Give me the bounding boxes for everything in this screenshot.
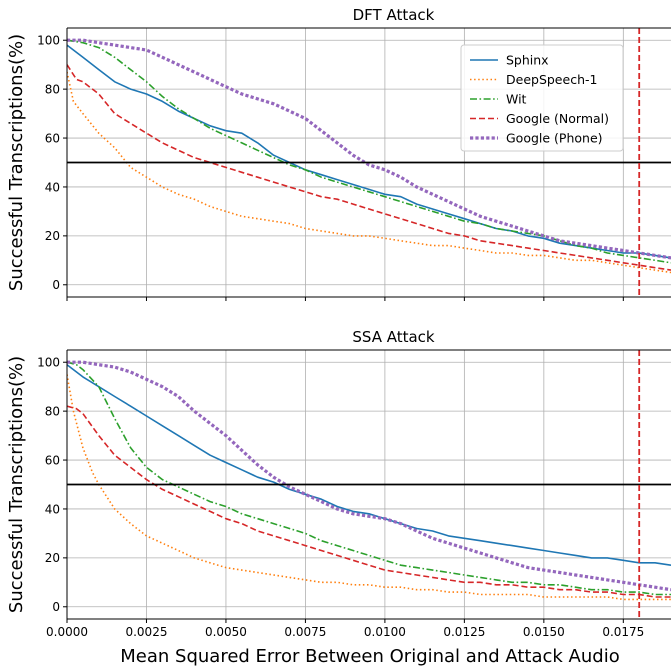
panel-ssa: 0.0000 0.0025 0.0050 0.0075 0.0100 0.0125 0.01… <box>6 328 671 667</box>
y-tick-label: 20 <box>45 229 60 243</box>
panel-dft: 0 20 40 60 80 100 DFT Attack Successful Transcr… <box>6 6 671 301</box>
legend-label: DeepSpeech-1 <box>506 72 597 87</box>
x-tick-label: 0.0000 <box>46 625 88 639</box>
legend-label: Google (Normal) <box>506 111 609 126</box>
legend: Sphinx DeepSpeech-1 Wit Google (Normal) Goog… <box>460 44 624 152</box>
y-tick-label: 100 <box>37 356 60 370</box>
x-tick-label: 0.0125 <box>443 625 485 639</box>
y-tick-label: 60 <box>45 453 60 467</box>
y-axis-label: Successful Transcriptions(%) <box>6 34 27 291</box>
x-tick-label: 0.0050 <box>205 625 247 639</box>
series-group <box>67 38 671 274</box>
series-line-google-normal <box>67 64 671 271</box>
y-tick-label: 0 <box>52 600 60 614</box>
chart-title: DFT Attack <box>353 6 435 24</box>
x-tick-label: 0.0100 <box>364 625 406 639</box>
legend-label: Sphinx <box>506 53 549 68</box>
legend-label: Wit <box>506 92 527 107</box>
x-tick-label: 0.0075 <box>284 625 326 639</box>
series-line-wit <box>67 361 671 596</box>
x-tick-label: 0.0175 <box>602 625 644 639</box>
y-tick-label: 80 <box>45 82 60 96</box>
legend-label: Google (Phone) <box>506 131 603 146</box>
legend-box <box>460 44 624 152</box>
x-tick-label: 0.0025 <box>125 625 167 639</box>
series-line-sphinx <box>67 364 671 566</box>
y-tick-label: 80 <box>45 404 60 418</box>
y-tick-label: 40 <box>45 502 60 516</box>
x-tick-label: 0.0150 <box>523 625 565 639</box>
series-line-deepspeech-1 <box>67 71 671 274</box>
y-tick-label: 40 <box>45 180 60 194</box>
y-tick-label: 0 <box>52 278 60 292</box>
y-axis-label: Successful Transcriptions(%) <box>6 356 27 613</box>
y-tick-label: 60 <box>45 131 60 145</box>
x-axis-label: Mean Squared Error Between Original and … <box>120 646 619 667</box>
y-tick-label: 100 <box>37 34 60 48</box>
chart-title: SSA Attack <box>352 328 435 346</box>
series-line-google-phone <box>67 38 671 260</box>
series-line-wit <box>67 39 671 264</box>
series-line-google-phone <box>67 360 671 592</box>
y-tick-label: 20 <box>45 551 60 565</box>
